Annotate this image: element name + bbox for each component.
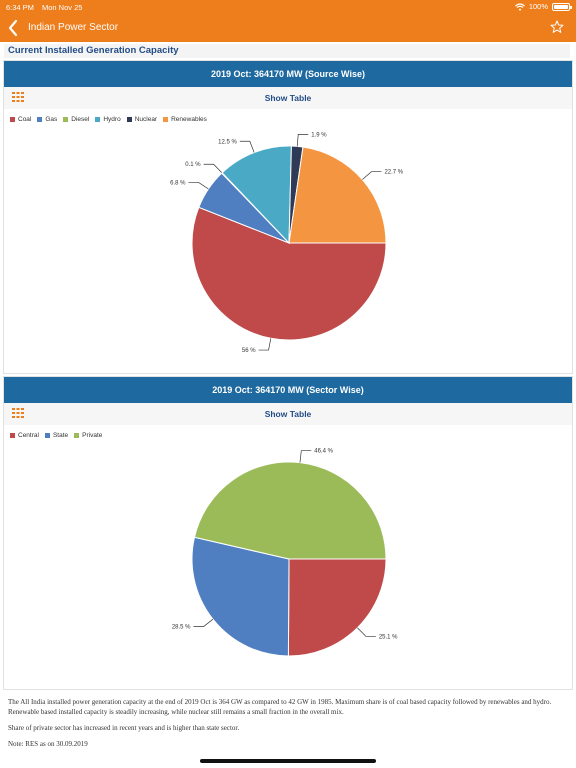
slice-leader-line bbox=[299, 450, 312, 463]
table-toggle-row: Show Table bbox=[4, 87, 572, 109]
legend-item[interactable]: State bbox=[44, 432, 69, 439]
chart-legend: Coal Gas Diesel Hydro Nuclear Renewables bbox=[10, 116, 207, 123]
star-outline-icon[interactable] bbox=[550, 20, 564, 34]
slice-leader-line bbox=[357, 627, 376, 637]
grid-icon[interactable] bbox=[12, 408, 24, 418]
slice-label: 56 % bbox=[242, 348, 256, 354]
wifi-icon bbox=[514, 2, 525, 11]
table-toggle-row: Show Table bbox=[4, 403, 572, 425]
slice-label: 0.1 % bbox=[185, 162, 201, 168]
legend-item[interactable]: Nuclear bbox=[126, 116, 158, 123]
pie-slice[interactable] bbox=[288, 146, 387, 244]
grid-icon[interactable] bbox=[12, 92, 24, 102]
chevron-left-icon[interactable] bbox=[6, 18, 20, 38]
slice-leader-line bbox=[258, 338, 272, 351]
description: The All India installed power generation… bbox=[8, 697, 568, 755]
legend-swatch bbox=[74, 433, 80, 438]
status-date: Mon Nov 25 bbox=[42, 3, 83, 12]
legend-item[interactable]: Central bbox=[10, 432, 39, 439]
legend-label: Central bbox=[18, 432, 39, 439]
slice-label: 22.7 % bbox=[384, 170, 403, 176]
legend-item[interactable]: Gas bbox=[37, 116, 57, 123]
slice-leader-line bbox=[188, 181, 209, 190]
battery-percent: 100% bbox=[528, 2, 548, 11]
legend-swatch bbox=[63, 117, 69, 122]
slice-label: 25.1 % bbox=[379, 634, 398, 640]
legend-item[interactable]: Coal bbox=[10, 116, 31, 123]
legend-label: Coal bbox=[18, 116, 32, 123]
status-bar: 6:34 PM Mon Nov 25 100% bbox=[0, 0, 576, 14]
legend-label: Diesel bbox=[71, 116, 90, 123]
page-title: Indian Power Sector bbox=[28, 22, 119, 33]
app-header: 6:34 PM Mon Nov 25 100% Indian Power Sec… bbox=[0, 0, 576, 42]
section-title: Current Installed Generation Capacity bbox=[4, 44, 570, 58]
slice-label: 1.9 % bbox=[311, 132, 327, 138]
legend-swatch bbox=[126, 117, 132, 122]
nav-bar: Indian Power Sector bbox=[0, 16, 576, 40]
legend-swatch bbox=[163, 117, 169, 122]
legend-label: Renewables bbox=[171, 116, 207, 123]
legend-swatch bbox=[37, 117, 43, 122]
slice-leader-line bbox=[362, 171, 382, 180]
legend-item[interactable]: Diesel bbox=[63, 116, 89, 123]
legend-swatch bbox=[10, 433, 15, 438]
chart-card-source: 2019 Oct: 364170 MW (Source Wise) Show T… bbox=[3, 60, 573, 374]
legend-item[interactable]: Private bbox=[74, 432, 102, 439]
pie-slice[interactable] bbox=[287, 558, 387, 657]
pie-chart: 25.1 % 28.5 % 46.4 % bbox=[172, 449, 398, 657]
slice-label: 46.4 % bbox=[314, 449, 333, 455]
legend-label: State bbox=[52, 432, 69, 439]
description-note: Note: RES as on 30.09.2019 bbox=[8, 740, 88, 748]
legend-swatch bbox=[10, 117, 15, 122]
chart-card-sector: 2019 Oct: 364170 MW (Sector Wise) Show T… bbox=[3, 376, 573, 690]
home-indicator bbox=[200, 759, 376, 763]
description-paragraph: The All India installed power generation… bbox=[8, 698, 552, 716]
legend-swatch bbox=[95, 117, 101, 122]
status-time: 6:34 PM bbox=[6, 3, 34, 12]
slice-label: 12.5 % bbox=[218, 139, 237, 145]
chart-title: 2019 Oct: 364170 MW (Source Wise) bbox=[4, 61, 572, 87]
legend-item[interactable]: Hydro bbox=[95, 116, 121, 123]
legend-swatch bbox=[44, 433, 50, 438]
slice-leader-line bbox=[239, 140, 255, 153]
slice-leader-line bbox=[193, 618, 214, 627]
status-right: 100% bbox=[514, 2, 572, 11]
chart-title: 2019 Oct: 364170 MW (Sector Wise) bbox=[4, 377, 572, 403]
chart-legend: Central State Private bbox=[10, 432, 102, 439]
pie-slice[interactable] bbox=[191, 536, 290, 657]
pie-chart: 56 % 6.8 % 0.1 % 12.5 % 1.9 % 22.7 % bbox=[170, 132, 404, 354]
slice-leader-line bbox=[203, 163, 223, 174]
slice-label: 28.5 % bbox=[172, 625, 191, 631]
slice-label: 6.8 % bbox=[170, 180, 186, 186]
legend-label: Nuclear bbox=[134, 116, 158, 123]
show-table-button[interactable]: Show Table bbox=[264, 409, 312, 419]
show-table-button[interactable]: Show Table bbox=[264, 93, 312, 103]
legend-item[interactable]: Renewables bbox=[163, 116, 207, 123]
legend-label: Private bbox=[82, 432, 103, 439]
battery-icon bbox=[552, 2, 572, 11]
slice-leader-line bbox=[296, 134, 309, 147]
legend-label: Gas bbox=[45, 116, 58, 123]
pie-slice[interactable] bbox=[193, 461, 387, 560]
legend-label: Hydro bbox=[103, 116, 121, 123]
description-paragraph: Share of private sector has increased in… bbox=[8, 724, 240, 732]
